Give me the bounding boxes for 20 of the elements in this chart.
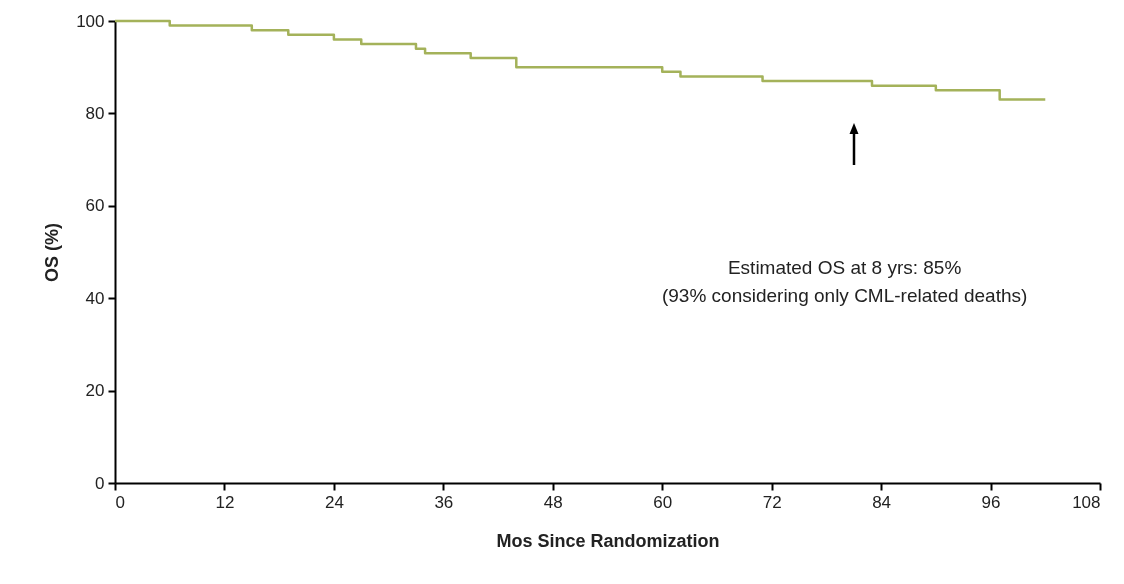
x-tick-label: 12 <box>215 492 235 512</box>
x-tick-label: 60 <box>653 492 673 512</box>
annotation: (93% considering only CML-related deaths) <box>661 284 1028 306</box>
x-axis-title: Mos Since Randomization <box>496 530 720 551</box>
x-tick-label: 72 <box>762 492 782 512</box>
x-tick-label: 0 <box>115 492 125 512</box>
y-tick-label: 20 <box>85 381 105 401</box>
y-tick-label: 60 <box>85 196 105 216</box>
x-tick-label: 84 <box>872 492 892 512</box>
x-tick-label: 24 <box>324 492 344 512</box>
x-tick-label: 48 <box>543 492 563 512</box>
y-axis-title: OS (%) <box>42 222 63 283</box>
y-tick-label: 40 <box>85 288 105 308</box>
y-tick-label: 80 <box>85 103 105 123</box>
annotation: Estimated OS at 8 yrs: 85% <box>727 257 962 279</box>
y-tick-label: 0 <box>95 473 105 493</box>
x-tick-label: 108 <box>1072 492 1101 512</box>
x-tick-label: 36 <box>434 492 454 512</box>
y-tick-label: 100 <box>76 11 105 31</box>
x-tick-label: 96 <box>981 492 1001 512</box>
